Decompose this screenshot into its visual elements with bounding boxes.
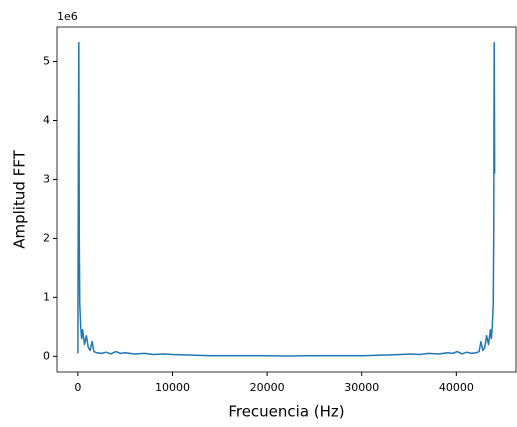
y-offset-text: 1e6 (57, 10, 78, 23)
x-tick-label: 30000 (344, 381, 379, 394)
y-axis-title: Amplitud FFT (11, 149, 29, 248)
x-axis-title: Frecuencia (Hz) (228, 403, 344, 421)
y-tick-label: 4 (43, 114, 50, 127)
y-tick-label: 1 (43, 290, 50, 303)
x-tick-label: 40000 (439, 381, 474, 394)
line (77, 41, 496, 357)
y-tick-label: 3 (43, 172, 50, 185)
y-tick-label: 2 (43, 231, 50, 244)
plot-frame (56, 26, 517, 373)
x-tick-label: 0 (74, 381, 81, 394)
y-tick-label: 0 (43, 349, 50, 362)
y-tick-label: 5 (43, 55, 50, 68)
x-tick-label: 10000 (155, 381, 190, 394)
x-tick-label: 20000 (250, 381, 285, 394)
